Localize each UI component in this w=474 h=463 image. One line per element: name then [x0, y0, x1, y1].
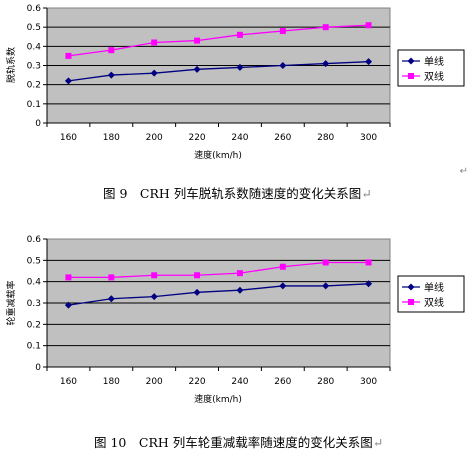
y-tick-label: 0.5 — [27, 23, 41, 33]
data-point-diamond — [365, 58, 373, 66]
data-point-diamond — [64, 301, 72, 309]
legend-marker-diamond — [407, 283, 415, 291]
x-tick-label: 240 — [231, 377, 248, 387]
data-point-square — [151, 39, 158, 46]
x-tick-label: 260 — [274, 133, 291, 143]
legend-box — [397, 275, 465, 313]
legend-marker-square — [408, 73, 414, 79]
legend-label: 单线 — [424, 281, 444, 294]
figure-caption: 图 10 CRH 列车轮重减载率随速度的变化关系图↵ — [94, 435, 383, 450]
figure-caption: 图 9 CRH 列车脱轨系数随速度的变化关系图↵ — [103, 186, 372, 201]
x-tick-label: 200 — [146, 133, 163, 143]
x-tick-label: 300 — [360, 377, 377, 387]
data-point-square — [365, 22, 372, 29]
x-tick-label: 300 — [360, 133, 377, 143]
data-point-diamond — [279, 282, 287, 290]
y-tick-label: 0 — [35, 119, 41, 129]
data-point-diamond — [193, 288, 201, 296]
x-axis-title: 速度(km/h) — [194, 149, 242, 161]
data-point-diamond — [322, 282, 330, 290]
y-tick-label: 0.3 — [27, 62, 41, 72]
x-tick-label: 260 — [274, 377, 291, 387]
data-point-square — [194, 37, 201, 44]
data-point-square — [279, 263, 286, 270]
y-tick-label: 0.2 — [27, 81, 41, 91]
caption-text: 图 9 CRH 列车脱轨系数随速度的变化关系图 — [103, 186, 361, 201]
chart-1: 0 0.1 0.2 0.3 0.4 0.5 0.6 160 180 200 220 240 260 280… — [5, 4, 468, 201]
paragraph-mark: ↵ — [373, 435, 383, 450]
x-tick-label: 220 — [188, 133, 205, 143]
y-tick-label: 0.6 — [27, 235, 42, 245]
x-tick-label: 200 — [146, 377, 163, 387]
x-tick-label: 220 — [188, 377, 205, 387]
y-tick-label: 0.3 — [27, 299, 41, 309]
data-point-square — [279, 28, 286, 34]
y-tick-label: 0.5 — [27, 256, 41, 266]
x-tick-label: 280 — [317, 133, 334, 143]
data-point-diamond — [236, 63, 244, 71]
x-tick-label: 160 — [60, 377, 77, 387]
data-point-square — [365, 259, 372, 266]
data-point-diamond — [365, 280, 373, 288]
data-point-diamond — [107, 71, 115, 79]
legend-box — [397, 49, 465, 87]
data-point-square — [65, 52, 72, 59]
series-line-1 — [68, 283, 369, 306]
data-point-square — [194, 272, 201, 279]
legend-label: 双线 — [424, 70, 444, 83]
y-tick-label: 0.1 — [27, 100, 41, 110]
data-point-square — [65, 274, 72, 281]
y-tick-label: 0.4 — [27, 278, 42, 288]
y-axis-title: 轮重减载率 — [5, 280, 17, 325]
x-axis-title: 速度(km/h) — [194, 393, 242, 405]
y-tick-label: 0.4 — [27, 42, 42, 52]
x-tick-label: 180 — [103, 377, 120, 387]
data-point-diamond — [193, 65, 201, 73]
data-point-diamond — [64, 77, 72, 85]
paragraph-mark: ↵ — [460, 166, 468, 177]
x-tick-label: 280 — [317, 377, 334, 387]
data-point-diamond — [150, 293, 158, 301]
caption-text: 图 10 CRH 列车轮重减载率随速度的变化关系图 — [94, 435, 373, 450]
data-point-square — [108, 274, 115, 281]
paragraph-mark: ↵ — [361, 186, 371, 201]
x-tick-label: 180 — [103, 133, 120, 143]
series-line-1 — [68, 61, 369, 82]
series-line-2 — [68, 24, 369, 57]
data-point-diamond — [279, 62, 287, 69]
data-point-square — [108, 47, 115, 54]
legend-marker-square — [408, 299, 414, 305]
y-tick-label: 0.1 — [27, 342, 41, 352]
x-tick-label: 160 — [60, 133, 77, 143]
y-tick-label: 0 — [35, 363, 41, 373]
chart-2: 0 0.1 0.2 0.3 0.4 0.5 0.6 160 180 200 220 240 260 280… — [5, 235, 465, 450]
x-tick-label: 240 — [231, 133, 248, 143]
data-point-diamond — [150, 69, 158, 77]
legend-label: 双线 — [424, 296, 444, 309]
series-line-2 — [68, 261, 369, 279]
data-point-square — [151, 272, 158, 279]
data-point-diamond — [107, 295, 115, 303]
y-tick-label: 0.2 — [27, 320, 41, 330]
data-point-square — [322, 24, 329, 31]
data-point-square — [236, 31, 243, 38]
legend-label: 单线 — [424, 55, 444, 68]
data-point-square — [322, 259, 329, 266]
data-point-square — [236, 270, 243, 277]
y-tick-label: 0.6 — [27, 4, 42, 14]
data-point-diamond — [322, 60, 330, 68]
y-axis-title: 脱轨系数 — [5, 47, 17, 83]
legend-marker-diamond — [407, 57, 415, 65]
data-point-diamond — [236, 286, 244, 294]
